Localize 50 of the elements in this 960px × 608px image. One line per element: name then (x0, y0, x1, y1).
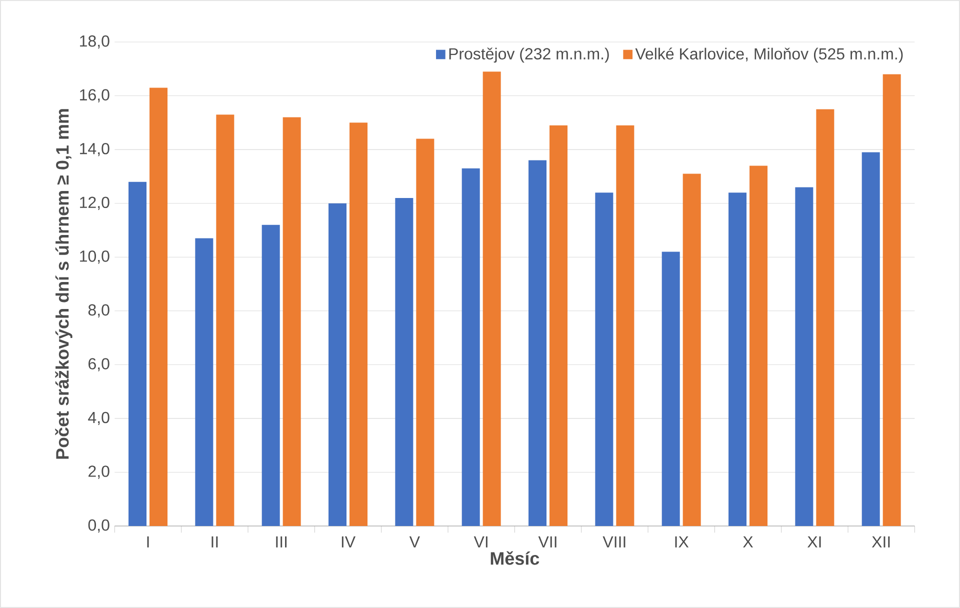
bar (816, 109, 834, 526)
y-tick-label: 4,0 (88, 412, 110, 426)
bar (528, 160, 547, 526)
y-tick-label: 8,0 (88, 304, 110, 318)
y-tick-label: 18,0 (80, 35, 110, 49)
bar (216, 114, 234, 526)
legend-label: Velké Karlovice, Miloňov (525 m.n.m.) (635, 48, 903, 63)
x-tick-label: XII (872, 536, 890, 548)
bar (195, 238, 214, 526)
y-tick-label: 14,0 (80, 142, 110, 156)
bar (482, 72, 501, 526)
x-axis-title: Měsíc (490, 551, 540, 565)
bar (728, 192, 747, 526)
bar (862, 152, 880, 526)
bar (462, 168, 480, 526)
x-tick-label: X (743, 536, 753, 548)
bar (662, 252, 680, 526)
bar (262, 224, 280, 526)
bar (350, 122, 368, 526)
bar (682, 174, 701, 526)
legend-label: Prostějov (232 m.n.m.) (449, 48, 609, 63)
x-tick-label: VIII (602, 536, 626, 548)
bar (595, 192, 614, 526)
bar (328, 203, 347, 526)
x-tick-label: XI (807, 536, 821, 548)
y-axis-title: Počet srážkových dní s úhrnem ≥ 0,1 mm (55, 109, 72, 459)
y-tick-label: 12,0 (80, 196, 110, 210)
x-tick-label: VII (538, 536, 556, 548)
bar (882, 74, 901, 526)
x-tick-label: II (212, 536, 218, 548)
bar (282, 117, 301, 526)
x-tick-label: I (147, 536, 149, 548)
y-tick-label: 10,0 (80, 250, 110, 264)
bar (795, 187, 814, 526)
bar (550, 125, 568, 526)
x-tick-label: VI (474, 536, 488, 548)
x-tick-label: IV (342, 536, 356, 548)
y-tick-label: 6,0 (88, 358, 110, 372)
y-tick-label: 0,0 (88, 519, 110, 533)
bar (150, 88, 168, 526)
bar (616, 125, 634, 526)
x-tick-label: V (409, 536, 420, 548)
bar (128, 182, 147, 526)
x-tick-label: III (276, 536, 287, 548)
x-tick-label: IX (675, 536, 689, 548)
y-tick-label: 2,0 (88, 466, 110, 479)
bar (750, 166, 768, 526)
y-tick-label: 16,0 (80, 89, 110, 102)
bar (416, 138, 434, 526)
bar (395, 198, 414, 526)
